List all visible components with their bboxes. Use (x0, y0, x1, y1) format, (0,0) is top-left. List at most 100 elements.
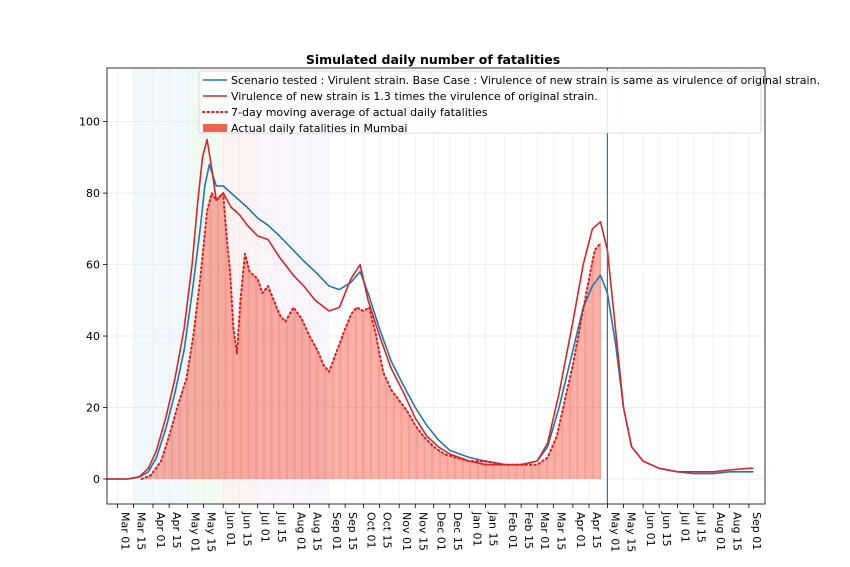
fatality-bar (334, 356, 336, 479)
fatality-bar (154, 469, 156, 479)
fatality-bar (503, 464, 505, 479)
fatality-bar (157, 465, 159, 479)
fatality-bar (338, 344, 340, 479)
fatality-bar (190, 350, 192, 479)
fatality-bar (490, 462, 492, 479)
fatality-bar (551, 446, 553, 479)
fatality-bar (528, 464, 530, 479)
x-tick-label: Aug 15 (310, 512, 323, 551)
fatality-bar (534, 464, 536, 479)
fatality-bar (168, 436, 170, 479)
fatality-bar (441, 452, 443, 479)
fatality-bar (184, 382, 186, 479)
fatality-bar (263, 291, 264, 479)
fatality-bar (579, 327, 581, 479)
fatality-bar (259, 286, 261, 479)
fatality-bar (529, 464, 531, 479)
fatality-bar (152, 472, 154, 479)
fatality-bar (452, 456, 454, 479)
fatality-bar (349, 317, 351, 479)
fatality-bar (510, 464, 512, 479)
fatality-bar (166, 443, 168, 479)
fatality-bar (560, 415, 562, 479)
fatality-bar (241, 288, 242, 479)
fatality-bar (158, 464, 160, 479)
fatality-bar (276, 308, 278, 479)
fatality-bar (367, 308, 369, 479)
x-tick-label: Jan 01 (470, 511, 483, 546)
fatality-bar (404, 408, 406, 479)
fatality-bar (156, 467, 157, 479)
y-tick-label: 40 (86, 330, 100, 343)
fatality-bar (405, 409, 407, 479)
fatality-bar (378, 347, 379, 479)
fatality-bar (542, 460, 544, 479)
fatality-bar (289, 313, 291, 479)
fatality-bar (287, 317, 289, 479)
fatality-bar (572, 364, 574, 479)
fatality-bar (271, 294, 272, 479)
fatality-bar (585, 297, 586, 479)
fatality-bar (565, 395, 567, 479)
fatality-bar (442, 453, 444, 479)
fatality-bar (340, 341, 341, 479)
fatality-bar (359, 309, 361, 479)
x-tick-label: Jul 01 (679, 511, 692, 543)
fatality-bar (332, 362, 333, 479)
fatality-bar (468, 461, 470, 479)
fatality-bar (498, 463, 500, 479)
x-tick-label: Jan 15 (486, 511, 499, 546)
fatality-bar (590, 267, 592, 479)
fatality-bar (315, 348, 317, 479)
fatality-bar (583, 303, 585, 479)
x-tick-label: Mar 01 (538, 512, 551, 550)
fatality-bar (254, 276, 256, 479)
fatality-bar (473, 461, 475, 479)
fatality-bar (413, 423, 415, 479)
fatality-bar (257, 278, 259, 479)
legend-label: 7-day moving average of actual daily fat… (231, 106, 488, 119)
fatality-bar (320, 358, 322, 479)
fatality-bar (482, 461, 484, 479)
fatality-bar (436, 449, 438, 479)
fatality-bar (558, 425, 560, 479)
fatality-bar (397, 398, 399, 479)
fatality-bar (563, 405, 565, 479)
x-tick-label: Jul 15 (695, 511, 708, 543)
x-tick-label: Feb 01 (506, 512, 519, 549)
x-tick-label: Aug 01 (294, 512, 307, 551)
fatality-bar (575, 346, 577, 479)
fatality-bar (395, 395, 397, 479)
fatality-bar (198, 288, 200, 479)
fatality-bar (494, 462, 496, 479)
fatality-bar (593, 255, 595, 479)
fatality-bar (268, 288, 270, 479)
fatality-bar (546, 458, 547, 479)
fatality-bar (343, 331, 345, 479)
fatality-bar (597, 245, 599, 479)
fatality-bar (524, 464, 525, 479)
fatality-bar (227, 247, 229, 479)
fatality-bar (523, 464, 524, 479)
fatality-bar (196, 307, 198, 479)
fatality-bar (167, 439, 169, 479)
fatality-bar (210, 197, 211, 479)
fatality-bar (391, 391, 393, 479)
fatality-bar (401, 403, 402, 479)
fatality-bar (182, 389, 184, 479)
fatality-bar (532, 464, 534, 479)
fatality-bar (380, 359, 382, 479)
fatality-bar (187, 371, 188, 479)
fatality-bar (305, 328, 307, 479)
fatality-bar (233, 328, 234, 479)
fatality-bar (149, 475, 150, 479)
fatality-bar (514, 464, 516, 479)
fatality-bar (574, 352, 576, 479)
fatality-bar (598, 244, 600, 479)
fatality-bar (344, 328, 346, 479)
fatality-bar (410, 417, 412, 479)
fatality-bar (480, 461, 482, 479)
fatality-bar (245, 258, 247, 479)
fatality-bar (181, 393, 183, 479)
